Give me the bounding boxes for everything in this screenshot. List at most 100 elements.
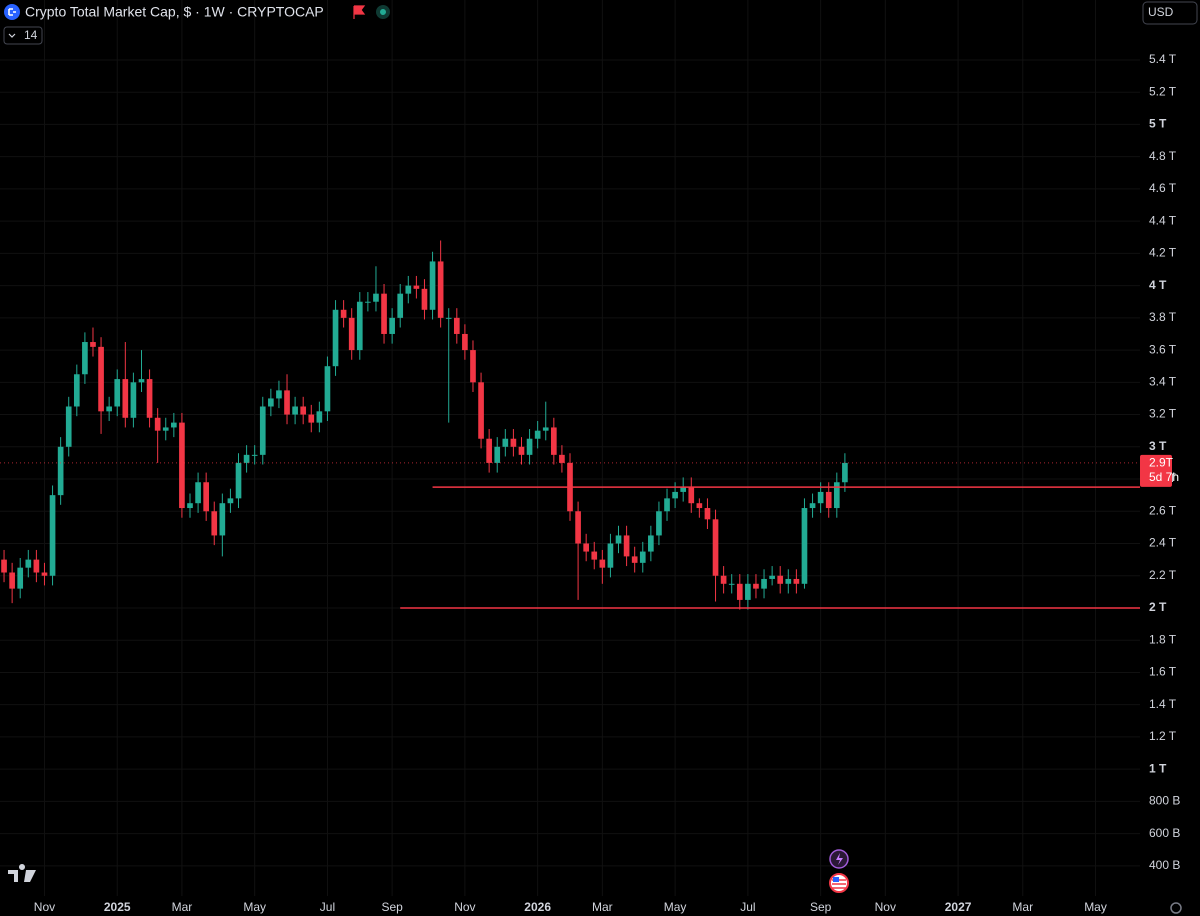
y-tick-label: 4.8 T (1149, 149, 1177, 163)
y-tick-label: 400 B (1149, 858, 1180, 872)
candle-body (340, 309, 347, 318)
last-price-tag (1140, 454, 1172, 487)
x-tick-label: May (243, 900, 266, 914)
y-tick-label: 3.6 T (1149, 342, 1177, 356)
y-tick-label: 2 T (1149, 600, 1167, 614)
countdown-label: 5d 7h (1149, 470, 1179, 484)
candle-body (470, 350, 476, 383)
indicator-toggle[interactable] (3, 26, 43, 45)
x-tick-label: Mar (1012, 900, 1033, 914)
candle-body (696, 503, 703, 509)
candle-body (421, 288, 428, 310)
candle-body (736, 583, 743, 600)
candle-body (761, 578, 767, 589)
candle-body (33, 559, 40, 573)
x-tick-label: Mar (172, 900, 193, 914)
candle-body (429, 261, 436, 310)
status-dot (380, 9, 386, 15)
candle-body (486, 438, 492, 463)
candle-body (98, 346, 104, 412)
x-tick-label: 2026 (524, 900, 551, 914)
candle-body (688, 487, 695, 504)
y-tick-label: 5 T (1149, 117, 1167, 131)
candle-body (607, 543, 614, 568)
candle-body (599, 559, 606, 568)
candle-body (284, 390, 290, 415)
candle-body (801, 508, 808, 584)
x-tick-label: May (1084, 900, 1107, 914)
x-tick-label: Mar (592, 900, 613, 914)
candle-body (445, 317, 452, 319)
y-tick-label: 5.2 T (1149, 84, 1177, 98)
candle-body (219, 503, 226, 536)
y-tick-label: 1.2 T (1149, 729, 1177, 743)
candle-body (276, 390, 282, 399)
candle-body (41, 572, 48, 576)
candle-body (9, 572, 15, 589)
candle-body (154, 417, 161, 431)
chart-title: Crypto Total Market Cap, $ · 1W · CRYPTO… (25, 4, 324, 20)
candle-body (130, 382, 137, 418)
candle-body (324, 366, 331, 412)
candle-body (462, 333, 468, 351)
candle-body (65, 406, 72, 447)
candle-body (122, 379, 129, 418)
candle-body (793, 578, 800, 584)
candle-body (631, 556, 638, 563)
symbol-logo (4, 4, 20, 20)
symbol-logo-mark (8, 8, 16, 16)
candle-body (227, 498, 234, 504)
candle-body (672, 491, 678, 499)
candle-body (728, 583, 735, 585)
candle-body (559, 454, 565, 463)
candle-body (575, 511, 581, 544)
x-tick-label: Sep (381, 900, 403, 914)
flag-icon[interactable] (353, 5, 366, 19)
candle-body (179, 422, 185, 509)
candle-body (405, 285, 412, 294)
candle-body (1, 559, 7, 573)
candle-body (114, 379, 121, 407)
y-tick-label: 4 T (1149, 278, 1167, 292)
candle-body (106, 406, 112, 412)
x-tick-label: Sep (810, 900, 832, 914)
y-tick-label: 1.4 T (1149, 697, 1177, 711)
plot (0, 240, 1140, 610)
x-tick-label: May (664, 900, 687, 914)
currency-button[interactable] (1142, 1, 1198, 25)
settings-icon[interactable] (1170, 902, 1182, 914)
economic-event-icon[interactable] (829, 873, 849, 893)
candle-body (259, 406, 266, 455)
x-tick-label: Nov (34, 900, 55, 914)
y-tick-label: 3.2 T (1149, 407, 1177, 421)
candle-body (656, 511, 662, 536)
candle-body (195, 482, 201, 504)
candle-body (534, 430, 541, 439)
candle-body (704, 508, 711, 520)
candle-body (526, 438, 533, 455)
candle-body (17, 567, 24, 589)
x-tick-label: Jul (740, 900, 755, 914)
candle-body (348, 317, 355, 351)
candle-body (518, 446, 525, 455)
x-tick-label: Nov (454, 900, 475, 914)
y-tick-label: 1 T (1149, 761, 1167, 775)
currency: USD (1148, 5, 1174, 19)
candle-body (680, 487, 687, 492)
candle-body (397, 293, 404, 318)
y-tick-label: 600 B (1149, 826, 1180, 840)
candle-body (510, 438, 517, 447)
y-tick-label: 2.4 T (1149, 536, 1177, 550)
candle-body (316, 411, 323, 423)
candle-body (777, 575, 784, 584)
candle-body (268, 398, 274, 407)
candle-body (648, 535, 654, 552)
y-tick-label: 2.2 T (1149, 568, 1177, 582)
candle-body (437, 261, 444, 318)
y-tick-label: 2.6 T (1149, 503, 1177, 517)
candle-body (825, 491, 832, 509)
candle-body (389, 317, 395, 334)
tradingview-logo[interactable] (8, 864, 36, 882)
y-tick-label: 3.4 T (1149, 374, 1177, 388)
